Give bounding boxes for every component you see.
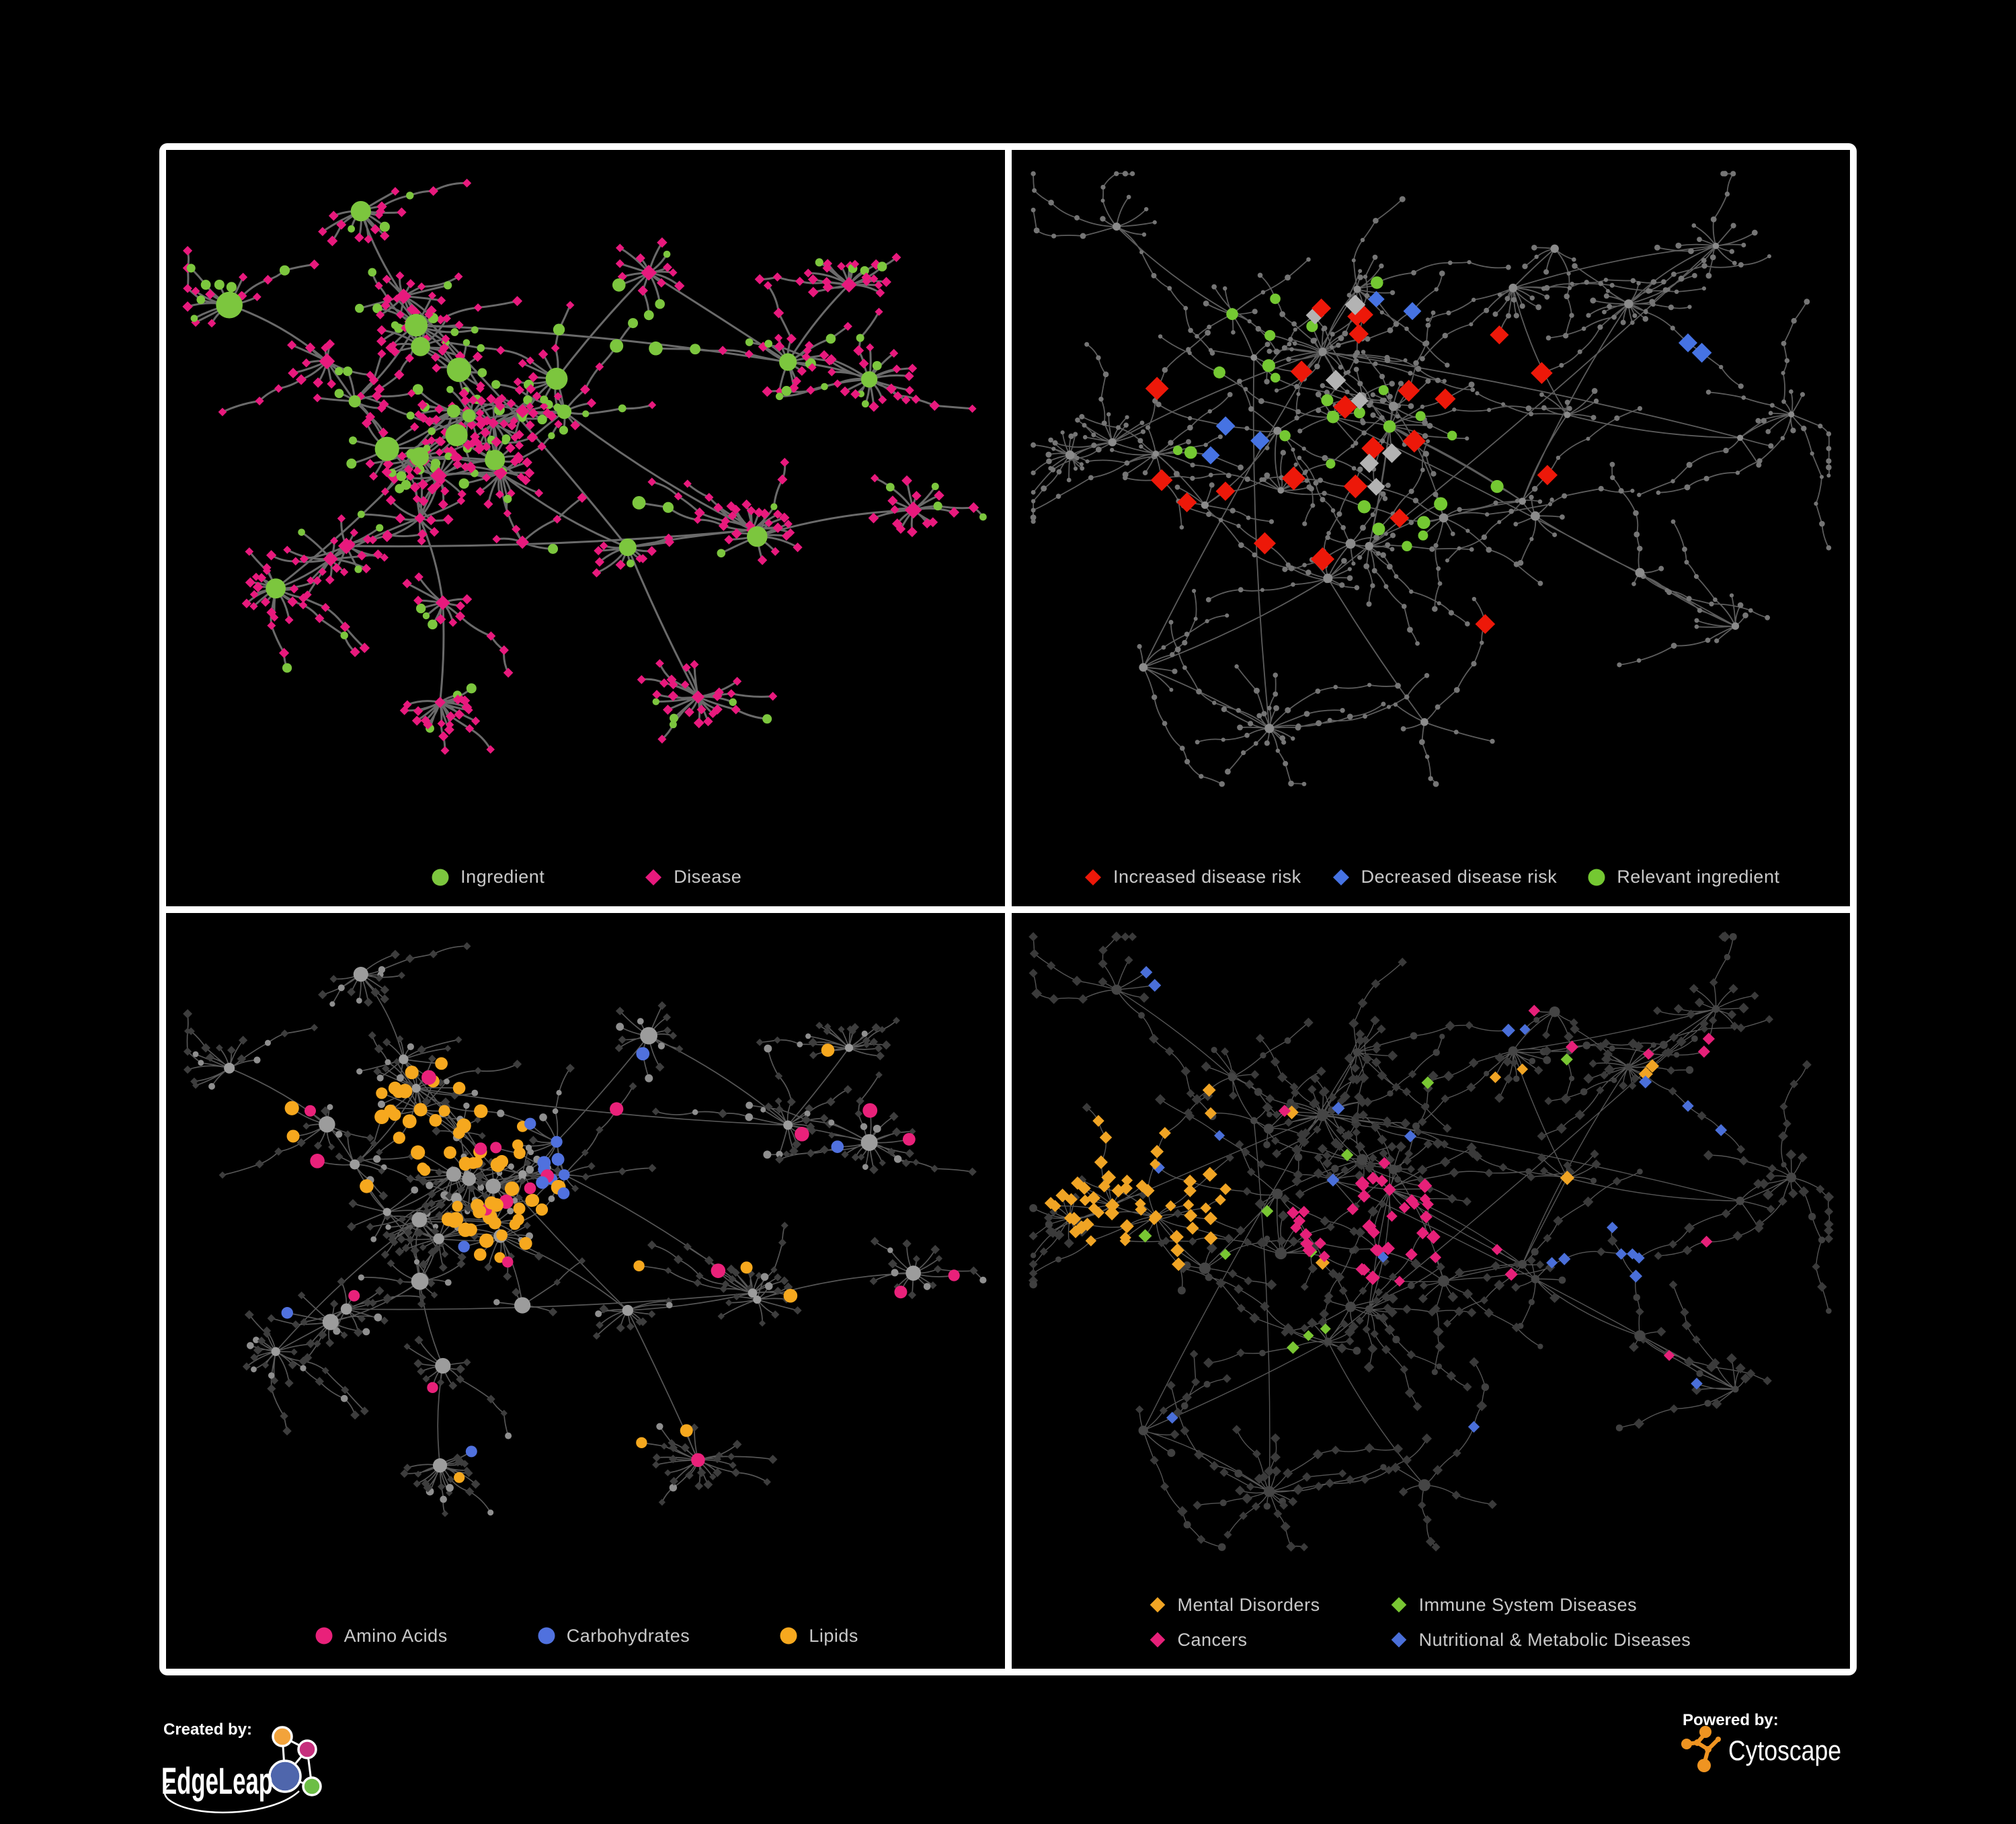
cytoscape-logo: Powered by: Cytoscape [1681,1711,1841,1772]
disease-classes-network-graph [1028,930,1834,1552]
edgeleap-orange-node [272,1726,293,1747]
legend-label: Ingredient [460,867,545,887]
network-leaf-nodes [182,178,987,755]
decreased-risk-diamond-icon [1332,869,1349,885]
edgeleap-pink-node [297,1739,317,1759]
increased-risk-diamond-icon [1085,869,1102,885]
legend-item-lipids: Lipids [777,1624,858,1647]
legend-label: Carbohydrates [566,1625,690,1646]
legend-label: Disease [674,867,742,887]
legend-item-immune-system-diseases: Immune System Diseases [1387,1593,1691,1616]
legend-label: Relevant ingredient [1617,867,1780,887]
legend-item-nutritional-metabolic-diseases: Nutritional & Metabolic Diseases [1387,1628,1691,1651]
edgeleap-green-node [302,1776,322,1796]
panel-disease-risk-network: Increased disease risk Decreased disease… [1011,150,1851,906]
amino-acids-circle-icon [315,1627,333,1644]
immune-system-diseases-diamond-icon [1391,1597,1406,1613]
edgeleap-logo: Created by: EdgeLeap [161,1720,322,1814]
legend-label: Amino Acids [344,1625,448,1646]
legend-ingredient-disease: Ingredient Disease [166,866,1005,889]
legend-item-decreased-risk: Decreased disease risk [1330,866,1558,889]
legend-item-carbohydrates: Carbohydrates [535,1624,690,1647]
network-hub-nodes [216,201,922,708]
network-leaf-nodes [183,941,987,1517]
legend-item-amino-acids: Amino Acids [313,1624,448,1647]
network-highlight-nodes [1044,965,1727,1433]
network-hub-nodes [1111,984,1796,1497]
legend-nutrient-classes: Amino Acids Carbohydrates Lipids [166,1624,1005,1647]
legend-item-increased-risk: Increased disease risk [1082,866,1301,889]
legend-item-relevant-ingredient: Relevant ingredient [1585,866,1779,889]
panel-disease-classes-network: Mental Disorders Immune System Diseases … [1011,912,1850,1669]
disease-diamond-icon [645,869,662,885]
legend-label: Decreased disease risk [1361,867,1558,887]
legend-item-mental-disorders: Mental Disorders [1146,1593,1320,1616]
nutrient-classes-network-graph [183,941,987,1517]
network-hub-nodes [1065,223,1794,733]
legend-item-disease: Disease [642,866,741,889]
mental-disorders-diamond-icon [1150,1597,1165,1613]
network-hub-nodes [224,966,921,1472]
panel-ingredient-disease-network: Ingredient Disease [166,150,1005,906]
network-highlight-nodes [281,1043,960,1483]
edgeleap-blue-node [268,1759,302,1793]
cancers-diamond-icon [1150,1632,1165,1648]
edgeleap-wordmark: EdgeLeap [161,1759,273,1802]
powered-by-block: Powered by: Cytoscape [1677,1709,1899,1790]
network-highlight-nodes [553,278,674,513]
created-by-block: Created by: EdgeLeap [161,1713,410,1821]
panel-nutrient-classes-network: Amino Acids Carbohydrates Lipids [166,912,1005,1669]
figure-grid: Ingredient Disease Increased disease ris… [159,143,1857,1675]
legend-disease-classes: Mental Disorders Immune System Diseases … [1146,1593,1691,1651]
powered-by-label: Powered by: [1683,1711,1779,1729]
edgeleap-network-nodes [268,1726,322,1796]
cytoscape-glyph [1681,1726,1721,1772]
lipids-circle-icon [780,1627,797,1644]
legend-label: Nutritional & Metabolic Diseases [1418,1629,1691,1650]
ingredient-disease-network-graph [182,178,987,755]
created-by-label: Created by: [163,1720,252,1739]
network-leaf-nodes [1028,930,1834,1552]
legend-label: Immune System Diseases [1418,1594,1638,1615]
carbohydrates-circle-icon [538,1627,555,1644]
legend-label: Mental Disorders [1177,1594,1320,1615]
legend-label: Lipids [809,1625,858,1646]
legend-label: Cancers [1177,1629,1248,1650]
edgeleap-swoosh [163,1784,300,1814]
ingredient-circle-icon [432,869,449,885]
legend-disease-risk: Increased disease risk Decreased disease… [1012,866,1851,889]
nutritional-metabolic-diseases-diamond-icon [1391,1632,1406,1648]
network-highlight-nodes [1145,276,1711,634]
legend-item-ingredient: Ingredient [429,866,545,889]
network-leaf-nodes [1030,171,1832,787]
legend-label: Increased disease risk [1113,867,1301,887]
disease-risk-network-graph [1030,171,1832,787]
legend-item-cancers: Cancers [1146,1628,1320,1651]
cytoscape-wordmark: Cytoscape [1728,1735,1841,1766]
relevant-ingredient-circle-icon [1588,869,1605,885]
